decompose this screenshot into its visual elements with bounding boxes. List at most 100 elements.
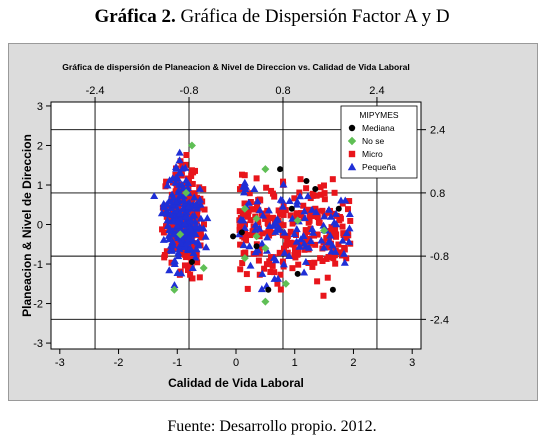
data-point <box>314 278 321 285</box>
x-axis-label: Calidad de Vida Laboral <box>168 376 304 390</box>
data-point <box>276 249 283 256</box>
data-point <box>168 237 177 245</box>
data-point <box>276 211 283 218</box>
data-point <box>176 169 185 177</box>
data-point <box>182 208 191 216</box>
data-point <box>263 184 270 191</box>
data-point <box>281 279 290 288</box>
data-point <box>317 236 326 244</box>
data-point <box>296 192 305 200</box>
data-point <box>200 221 207 228</box>
data-point <box>251 248 260 256</box>
data-point <box>240 223 249 231</box>
data-point <box>240 254 249 263</box>
data-point <box>315 219 322 226</box>
data-point <box>269 262 276 269</box>
data-point <box>345 210 354 218</box>
data-point <box>193 238 202 246</box>
data-point <box>277 166 284 173</box>
data-point <box>302 227 309 234</box>
data-point <box>174 217 183 225</box>
data-point <box>305 206 312 213</box>
data-point <box>287 212 294 219</box>
data-point <box>261 297 270 306</box>
data-point <box>181 262 188 269</box>
data-point <box>173 221 182 229</box>
y-tick-label: 1 <box>37 180 43 192</box>
data-point <box>329 231 336 238</box>
data-point <box>240 204 249 213</box>
data-point <box>285 252 294 260</box>
data-point <box>341 246 348 253</box>
data-point <box>301 257 310 265</box>
data-point <box>336 196 345 204</box>
data-point <box>274 223 283 231</box>
data-point <box>196 214 205 222</box>
data-point <box>170 256 179 264</box>
data-point <box>237 266 244 273</box>
y-tick-label: -3 <box>33 338 43 350</box>
data-point <box>187 271 194 278</box>
data-point <box>191 222 200 230</box>
data-point <box>309 263 316 270</box>
data-point <box>280 228 289 236</box>
data-point <box>332 233 339 240</box>
data-point <box>336 213 343 220</box>
data-point <box>201 206 208 213</box>
data-point <box>268 187 275 194</box>
data-point <box>335 205 342 212</box>
data-point <box>179 192 188 200</box>
data-point <box>182 251 189 258</box>
data-point <box>245 242 254 250</box>
data-point <box>186 216 195 224</box>
data-point <box>241 200 248 207</box>
data-point <box>236 208 243 215</box>
data-point <box>330 218 339 226</box>
data-point <box>288 214 297 222</box>
data-point <box>187 141 196 150</box>
data-point <box>270 253 279 261</box>
data-point <box>290 230 299 238</box>
data-point <box>309 228 318 236</box>
data-point <box>306 235 313 242</box>
data-point <box>287 228 294 235</box>
data-point <box>188 259 195 266</box>
data-point <box>258 269 267 277</box>
data-point <box>174 185 183 193</box>
data-point <box>258 210 265 217</box>
legend-marker <box>348 150 356 158</box>
data-point <box>252 214 261 223</box>
data-point <box>243 237 250 244</box>
data-point <box>159 226 166 233</box>
y-right-tick-label: 0.8 <box>430 188 445 200</box>
data-point <box>274 280 281 287</box>
data-point <box>170 285 179 294</box>
data-point <box>160 203 169 211</box>
data-point <box>324 238 333 246</box>
data-point <box>297 176 304 183</box>
data-point <box>165 266 174 274</box>
data-point <box>190 211 199 219</box>
data-point <box>284 237 291 244</box>
data-point <box>330 255 337 262</box>
data-point <box>306 217 313 224</box>
data-point <box>313 192 320 199</box>
data-point <box>339 249 348 257</box>
data-point <box>184 267 191 274</box>
y-axis-label: Planeacion & Nivel de Direccion <box>20 134 34 317</box>
data-point <box>295 242 304 250</box>
data-point <box>331 247 340 255</box>
data-point <box>307 205 316 213</box>
data-point <box>317 184 324 191</box>
data-point <box>280 248 289 256</box>
data-point <box>265 286 272 293</box>
data-point <box>252 232 261 241</box>
data-point <box>267 229 274 236</box>
data-point <box>338 236 347 244</box>
data-point <box>319 207 326 214</box>
series-mediana <box>188 166 342 293</box>
data-point <box>241 185 250 193</box>
data-point <box>189 275 196 282</box>
x-top-tick-label: 2.4 <box>369 85 384 97</box>
data-point <box>186 225 195 233</box>
